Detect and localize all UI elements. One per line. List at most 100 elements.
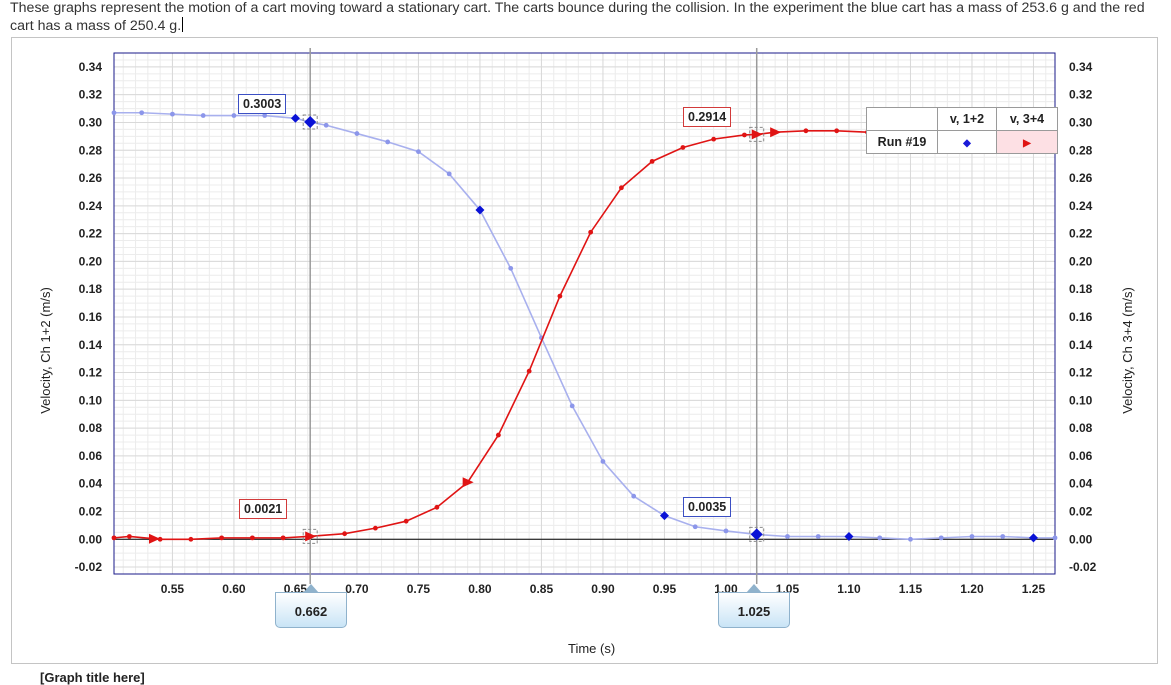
series-v34-point (619, 185, 624, 191)
x-tick-label: 0.80 (468, 582, 492, 596)
legend-blue-toggle[interactable]: ◆ (937, 130, 997, 154)
y-tick-label-left: 0.04 (79, 477, 103, 491)
x-tick-label: 1.25 (1022, 582, 1046, 596)
series-v12-line (114, 111, 1055, 541)
plot-border (113, 52, 1056, 575)
y-tick-label-right: 0.14 (1069, 338, 1093, 352)
graph-title[interactable]: [Graph title here] (40, 670, 145, 685)
series-v12-marker (290, 113, 300, 123)
cursor2-x-value: 1.025 (737, 604, 771, 619)
y-tick-label-left: -0.02 (75, 560, 103, 574)
series-v12-marker (1028, 533, 1038, 543)
series-v34-marker (462, 477, 474, 488)
series-v12-point (385, 139, 391, 145)
legend: v, 1+2 v, 3+4 Run #19 ◆ ▶ (866, 107, 1058, 154)
series-v34-point (434, 504, 440, 510)
series-v12-marker (475, 205, 485, 215)
series-v12-point (938, 535, 944, 541)
x-tick-label: 1.10 (837, 582, 861, 596)
series-v34-point (372, 525, 378, 531)
y-tick-label-right: 0.10 (1069, 393, 1093, 407)
y-tick-label-right: 0.24 (1069, 199, 1093, 213)
cursor2-notch (746, 584, 762, 593)
series-v34-point (557, 293, 563, 299)
y-axis-title-right: Velocity, Ch 3+4 (m/s) (1119, 287, 1135, 414)
readout-blue-cursor2: 0.0035 (683, 497, 732, 517)
series-v34-point (495, 432, 501, 438)
cursor2-x-tag[interactable]: 1.025 (718, 584, 790, 628)
series-v34-point (711, 136, 717, 142)
cursor-brackets (302, 114, 765, 544)
y-tick-label-left: 0.10 (79, 393, 103, 407)
series-v12-marker (659, 511, 669, 521)
triangle-right-icon: ▶ (1023, 138, 1031, 149)
series-v34-point (188, 536, 194, 542)
series-v12-point (262, 113, 268, 118)
series-v34-point (219, 535, 225, 541)
legend-red-toggle[interactable]: ▶ (996, 130, 1058, 154)
y-tick-label-left: 0.24 (79, 199, 103, 213)
series-v12-point (111, 110, 117, 116)
graph-frame[interactable]: 0.55 0.60 0.65 0.70 0.75 0.80 0.85 0.90 0.95 1.00… (11, 37, 1158, 685)
y-tick-label-left: 0.06 (79, 449, 103, 463)
y-tick-label-left: 0.08 (79, 421, 103, 435)
text-cursor (182, 17, 184, 32)
series-v12-point (231, 113, 237, 118)
y-tick-label-right: 0.28 (1069, 143, 1093, 157)
y-tick-label-right: 0.30 (1069, 115, 1093, 129)
y-tick-label-left: 0.02 (79, 504, 103, 518)
y-tick-label-right: 0.12 (1069, 366, 1093, 380)
series-v34-point (280, 535, 286, 541)
x-tick-label: 1.15 (899, 582, 923, 596)
y-tick-label-right: 0.22 (1069, 227, 1093, 241)
y-tick-label-right: 0.04 (1069, 477, 1093, 491)
series-v12-point (416, 149, 421, 155)
y-tick-label-left: 0.32 (79, 88, 103, 102)
series-v34-point (834, 128, 840, 134)
series-v12-point (170, 111, 175, 117)
series-v34-marker (305, 531, 317, 542)
series-v34-point (111, 535, 117, 541)
series-v34-marker (770, 127, 782, 138)
readout-red-cursor2: 0.2914 (683, 107, 732, 127)
series-v34-point (588, 229, 594, 235)
y-tick-label-right: 0.08 (1069, 421, 1093, 435)
y-tick-label-left: 0.34 (79, 60, 103, 74)
diamond-icon: ◆ (963, 138, 971, 149)
question-text[interactable]: These graphs represent the motion of a c… (10, 0, 1165, 35)
series-v12-point (692, 524, 698, 530)
series-v12-point (631, 493, 637, 499)
series-v12-point (969, 534, 975, 539)
y-tick-label-left: 0.28 (79, 143, 103, 157)
series-v34-point (403, 518, 409, 524)
series-v34-marker (148, 533, 160, 544)
readout-red-cursor1: 0.0021 (239, 499, 288, 519)
series-v34-point (742, 132, 747, 138)
series-v12-point (569, 403, 575, 409)
cursor-lines[interactable] (309, 48, 758, 584)
series-v12-point (1000, 534, 1006, 539)
cursor-point-bracket (749, 526, 765, 542)
y-tick-label-right: 0.00 (1069, 532, 1093, 546)
cursor-point-bracket (302, 528, 318, 544)
x-tick-label: 1.20 (960, 582, 984, 596)
series-v34-point (649, 158, 655, 164)
y-tick-label-left: 0.30 (79, 115, 103, 129)
legend-header-red: v, 3+4 (996, 107, 1058, 131)
cursor1-x-tag[interactable]: 0.662 (275, 584, 347, 628)
series-v34-point (249, 535, 255, 541)
series-v34-point (526, 368, 532, 374)
y-tick-label-left: 0.22 (79, 227, 103, 241)
y-tick-label-left: 0.18 (79, 282, 103, 296)
series-v12-marker (750, 528, 763, 541)
series-v12-point (600, 459, 606, 464)
series-v12 (111, 110, 1058, 543)
y-tick-label-right: 0.16 (1069, 310, 1093, 324)
series-v12-point (1052, 535, 1058, 541)
series-v34-point (126, 534, 132, 539)
series-v34-point (680, 145, 686, 150)
y-axis-title-left: Velocity, Ch 1+2 (m/s) (37, 287, 53, 414)
series-v12-point (877, 535, 883, 541)
legend-empty-cell (866, 107, 938, 131)
series-v12-point (815, 534, 821, 539)
